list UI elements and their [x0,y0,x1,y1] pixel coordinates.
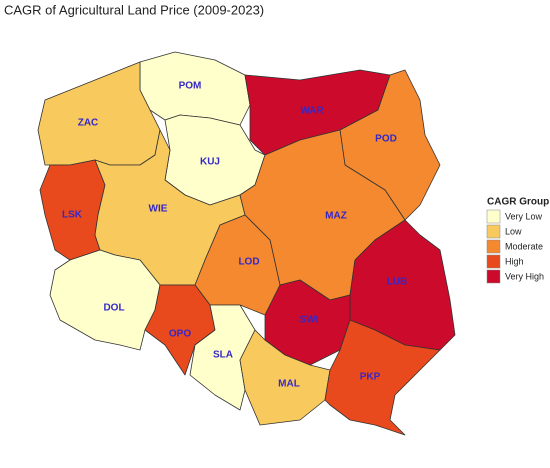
region-label: ZAC [78,118,99,129]
region [49,249,161,351]
region-label: SLA [213,350,233,361]
region-label: PKP [360,372,381,383]
region-label: KUJ [200,157,220,168]
legend-swatch [486,224,501,239]
legend-title: CAGR Group [487,197,549,208]
legend-label: Moderate [505,241,543,251]
region [189,304,256,411]
region-label: SWI [300,315,319,326]
map-title: CAGR of Agricultural Land Price (2009-20… [4,2,264,17]
region [144,284,216,376]
region-label: LUB [387,277,408,288]
legend-label: Very High [505,271,544,281]
legend-label: Low [505,226,522,236]
region [324,319,441,436]
region-label: WAR [300,106,324,117]
region-label: OPO [169,329,191,340]
region-label: DOL [103,303,124,314]
legend-swatch [486,269,501,284]
legend-label: Very Low [505,211,543,221]
region [339,69,441,221]
region-label: MAZ [325,211,347,222]
region-label: WIE [149,204,168,215]
legend-swatch [486,254,501,269]
region-label: POM [179,81,202,92]
region-label: MAL [278,379,300,390]
legend-label: High [505,256,524,266]
region-label: LSK [62,210,83,221]
legend-swatch [486,239,501,254]
region-label: POD [375,134,397,145]
region-label: LOD [238,257,259,268]
legend-swatch [486,209,501,224]
